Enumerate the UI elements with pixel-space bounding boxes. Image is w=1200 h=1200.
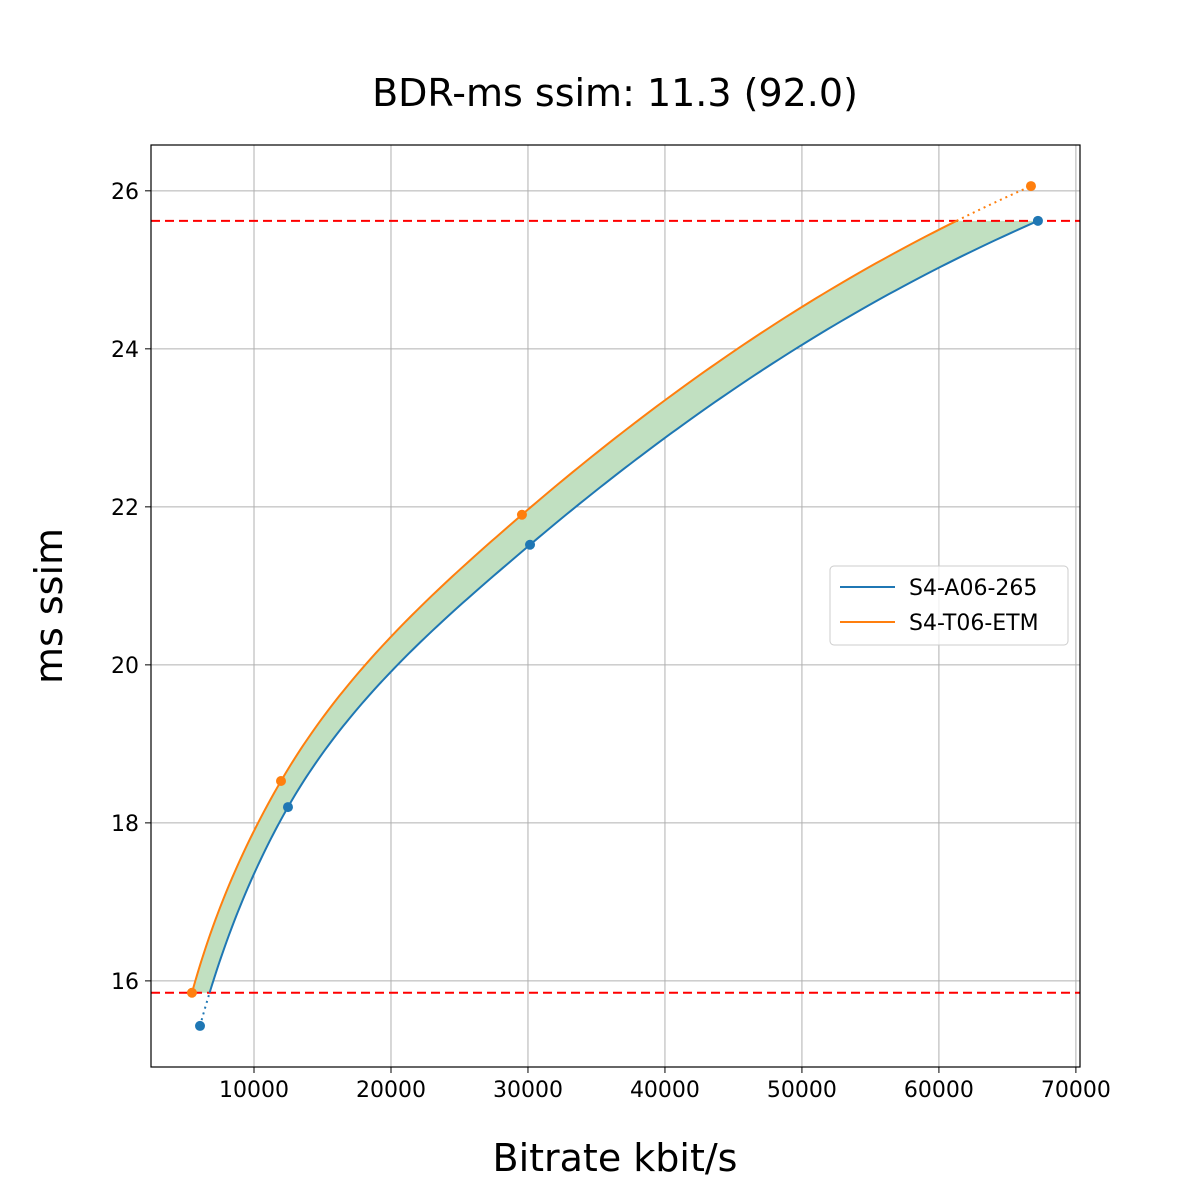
- y-axis-label: ms ssim: [27, 528, 71, 684]
- x-tick-label: 50000: [767, 1078, 837, 1103]
- chart-title: BDR-ms ssim: 11.3 (92.0): [372, 71, 858, 115]
- y-tick-label: 16: [111, 970, 139, 995]
- x-tick-label: 60000: [904, 1078, 974, 1103]
- y-tick-label: 18: [111, 812, 139, 837]
- legend-label-series-1: S4-T06-ETM: [909, 611, 1039, 636]
- x-tick-label: 70000: [1041, 1078, 1111, 1103]
- y-tick-label: 26: [111, 180, 139, 205]
- x-tick-label: 20000: [356, 1078, 426, 1103]
- x-tick-label: 10000: [219, 1078, 289, 1103]
- y-tick-label: 22: [111, 496, 139, 521]
- data-point-series-1: [186, 987, 197, 998]
- data-point-series-0: [525, 539, 536, 550]
- data-point-series-1: [1025, 181, 1036, 192]
- data-point-series-1: [516, 509, 527, 520]
- y-tick-label: 20: [111, 654, 139, 679]
- series-line-0: [208, 219, 1039, 994]
- data-point-series-0: [1032, 215, 1043, 226]
- series-extrapolation-1: [956, 185, 1032, 222]
- x-axis-label: Bitrate kbit/s: [493, 1136, 738, 1180]
- data-point-series-1: [275, 775, 286, 786]
- data-point-series-0: [282, 802, 293, 813]
- data-point-series-0: [195, 1020, 206, 1031]
- x-tick-label: 40000: [630, 1078, 700, 1103]
- y-tick-label: 24: [111, 338, 139, 363]
- x-tick-label: 30000: [493, 1078, 563, 1103]
- plot-frame: [150, 144, 1081, 1068]
- legend: S4-A06-265 S4-T06-ETM: [829, 565, 1069, 646]
- legend-label-series-0: S4-A06-265: [909, 576, 1037, 601]
- series-line-1: [190, 219, 958, 994]
